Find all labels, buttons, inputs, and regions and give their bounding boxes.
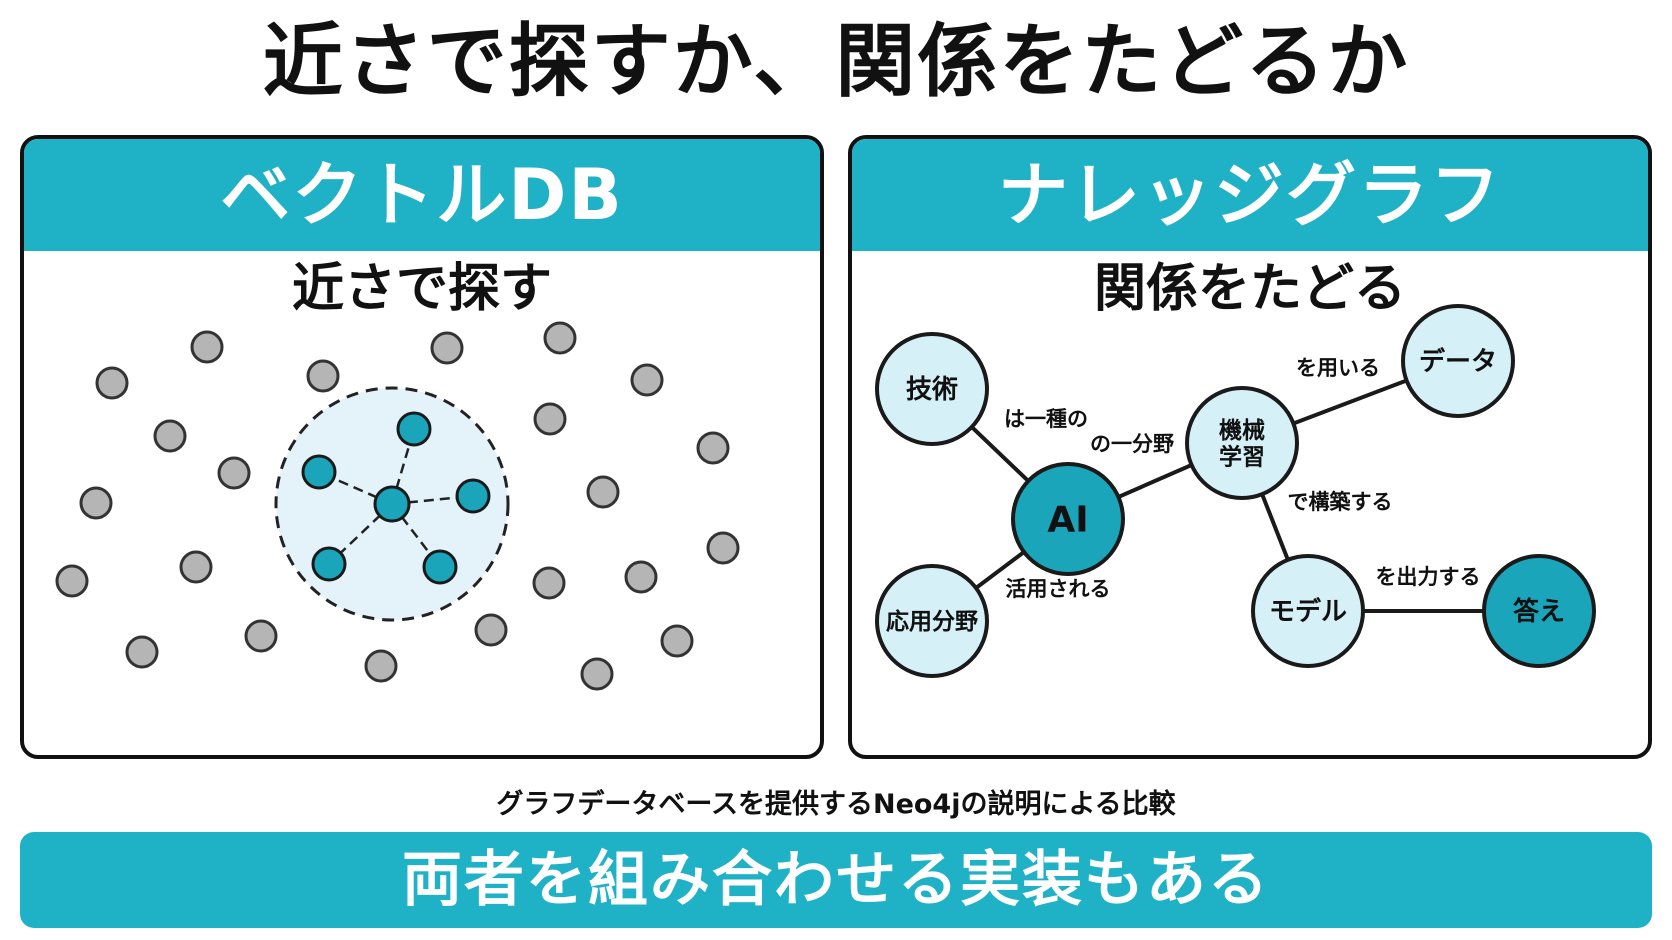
- vector-point: [153, 419, 187, 453]
- graph-node-model: [1251, 554, 1365, 668]
- vector-point: [630, 363, 664, 397]
- vector-point: [95, 366, 129, 400]
- knowledge-graph-header: ナレッジグラフ: [852, 139, 1648, 251]
- graph-node-label-kotae: 答え: [1513, 596, 1565, 627]
- graph-node-gijutsu: [875, 332, 989, 446]
- graph-node-kotae: [1482, 554, 1596, 668]
- vector-point: [125, 635, 159, 669]
- vector-point: [532, 566, 566, 600]
- graph-node-label-oyo: 応用分野: [886, 608, 978, 635]
- knowledge-graph-subtitle: 関係をたどる: [1093, 259, 1406, 319]
- graph-node-ai: [1011, 462, 1125, 576]
- vector-point: [217, 456, 251, 490]
- vector-point: [364, 649, 398, 683]
- relation-label-ai-oyo: 活用される: [1006, 577, 1111, 601]
- vector-point: [624, 560, 658, 594]
- source-caption: グラフデータベースを提供するNeo4jの説明による比較: [496, 789, 1176, 820]
- vector-scatter-diagram: [55, 321, 740, 691]
- vector-point: [706, 531, 740, 565]
- graph-node-label-kikai: 機械学習: [1219, 418, 1265, 471]
- graph-node-oyo: [875, 564, 989, 678]
- vector-point: [244, 619, 278, 653]
- neighbor-vector-point: [301, 454, 337, 490]
- relation-label-ai-kikai: の一分野: [1090, 432, 1174, 456]
- graph-node-label-model: モデル: [1269, 596, 1347, 627]
- neighbor-vector-point: [455, 478, 491, 514]
- neighbor-vector-point: [311, 546, 347, 582]
- neighbor-vector-point: [396, 411, 432, 447]
- vector-db-panel: ベクトルDB 近さで探す: [20, 135, 824, 759]
- vector-point: [543, 321, 577, 355]
- bottom-banner: 両者を組み合わせる実装もある: [20, 832, 1652, 928]
- graph-node-label-data: データ: [1419, 346, 1497, 377]
- relation-label-kikai-model: で構築する: [1288, 490, 1393, 514]
- graph-node-label-ai: AI: [1047, 500, 1088, 541]
- graph-node-kikai: [1185, 386, 1299, 500]
- vector-db-subtitle: 近さで探す: [291, 259, 552, 319]
- vector-point: [79, 486, 113, 520]
- vector-point: [474, 613, 508, 647]
- vector-point: [306, 359, 340, 393]
- knowledge-graph-panel: ナレッジグラフ 関係をたどる は一種の の一分野活用される を用いるで構築するを出力…: [848, 135, 1652, 759]
- neighbor-vector-point: [422, 549, 458, 585]
- page-title: 近さで探すか、関係をたどるか: [262, 15, 1410, 108]
- vector-point: [533, 402, 567, 436]
- vector-db-header: ベクトルDB: [24, 139, 820, 251]
- vector-point: [190, 330, 224, 364]
- vector-point: [660, 624, 694, 658]
- graph-node-label-gijutsu: 技術: [906, 375, 958, 405]
- vector-point: [179, 550, 213, 584]
- query-vector-point: [373, 485, 411, 523]
- vector-point: [430, 331, 464, 365]
- relation-label-kikai-data: を用いる: [1296, 356, 1380, 380]
- relation-label-gijutsu-ai: は一種の: [1004, 407, 1088, 431]
- vector-point: [696, 431, 730, 465]
- graph-node-data: [1401, 304, 1515, 418]
- relation-label-model-kotae: を出力する: [1376, 565, 1481, 589]
- vector-point: [586, 475, 620, 509]
- vector-point: [580, 657, 614, 691]
- vector-point: [55, 564, 89, 598]
